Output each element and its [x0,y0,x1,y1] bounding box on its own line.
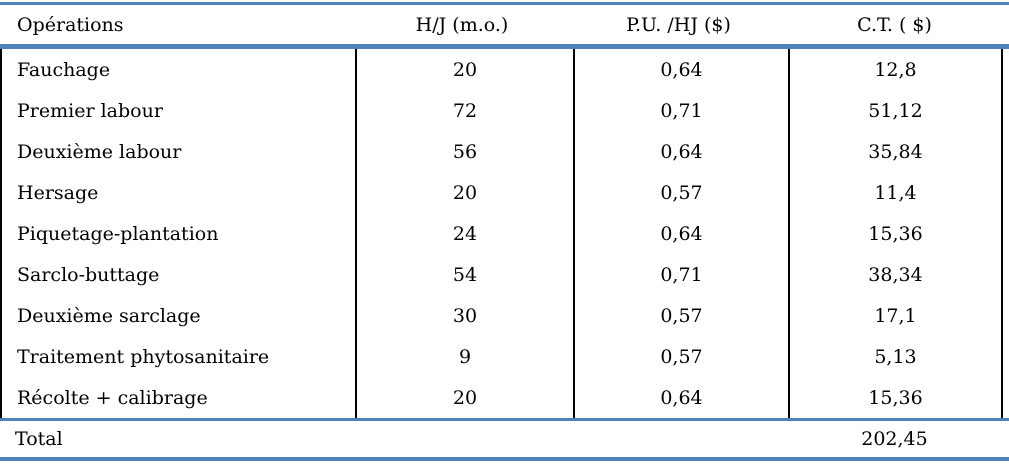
bottom-rule [0,457,1009,461]
operation-cell: Fauchage [17,58,111,81]
operation-cell: Piquetage-plantation [17,222,219,245]
hj-cell: 24 [355,213,573,254]
table-header-row: Opérations H/J (m.o.) P.U. /HJ ($) C.T. … [0,5,1003,44]
operation-cell: Hersage [17,181,99,204]
operation-cell: Récolte + calibrage [17,386,208,409]
header-bottom-rule [0,44,1009,49]
hj-cell: 20 [355,377,573,418]
operation-cell: Traitement phytosanitaire [17,345,270,368]
operation-cell: Sarclo-buttage [17,263,160,286]
table-row: Deuxième sarclage 30 0,57 17,1 [2,295,1001,336]
table-row: Piquetage-plantation 24 0,64 15,36 [2,213,1001,254]
table-row: Deuxième labour 56 0,64 35,84 [2,131,1001,172]
hj-cell: 56 [355,131,573,172]
pu-cell: 0,57 [573,295,788,336]
total-value: 202,45 [861,428,928,450]
ct-cell: 15,36 [788,213,1001,254]
pu-cell: 0,64 [573,377,788,418]
total-label: Total [15,428,63,450]
pu-cell: 0,57 [573,172,788,213]
ct-cell: 35,84 [788,131,1001,172]
ct-cell: 15,36 [788,377,1001,418]
total-row: Total 202,45 [0,421,1003,457]
table-row: Premier labour 72 0,71 51,12 [2,90,1001,131]
operation-cell: Premier labour [17,99,163,122]
pu-cell: 0,71 [573,254,788,295]
ct-cell: 12,8 [788,49,1001,90]
hj-cell: 54 [355,254,573,295]
operation-cell: Deuxième labour [17,140,182,163]
table-row: Sarclo-buttage 54 0,71 38,34 [2,254,1001,295]
operation-cell: Deuxième sarclage [17,304,201,327]
hj-cell: 9 [355,336,573,377]
hj-cell: 20 [355,49,573,90]
ct-cell: 38,34 [788,254,1001,295]
header-ct: C.T. ( $) [857,13,932,36]
hj-cell: 30 [355,295,573,336]
table-row: Traitement phytosanitaire 9 0,57 5,13 [2,336,1001,377]
pu-cell: 0,64 [573,213,788,254]
header-pu: P.U. /HJ ($) [626,13,731,36]
top-rule [0,2,1009,5]
table-row: Fauchage 20 0,64 12,8 [2,49,1001,90]
header-operations: Opérations [17,13,124,36]
ct-cell: 11,4 [788,172,1001,213]
table-row: Récolte + calibrage 20 0,64 15,36 [2,377,1001,418]
table-row: Hersage 20 0,57 11,4 [2,172,1001,213]
header-hj: H/J (m.o.) [415,13,509,36]
pu-cell: 0,64 [573,49,788,90]
ct-cell: 17,1 [788,295,1001,336]
ct-cell: 5,13 [788,336,1001,377]
pu-cell: 0,71 [573,90,788,131]
table-body: Fauchage 20 0,64 12,8 Premier labour 72 … [0,49,1003,418]
hj-cell: 72 [355,90,573,131]
total-top-rule [0,418,1009,421]
pu-cell: 0,64 [573,131,788,172]
ct-cell: 51,12 [788,90,1001,131]
hj-cell: 20 [355,172,573,213]
pu-cell: 0,57 [573,336,788,377]
